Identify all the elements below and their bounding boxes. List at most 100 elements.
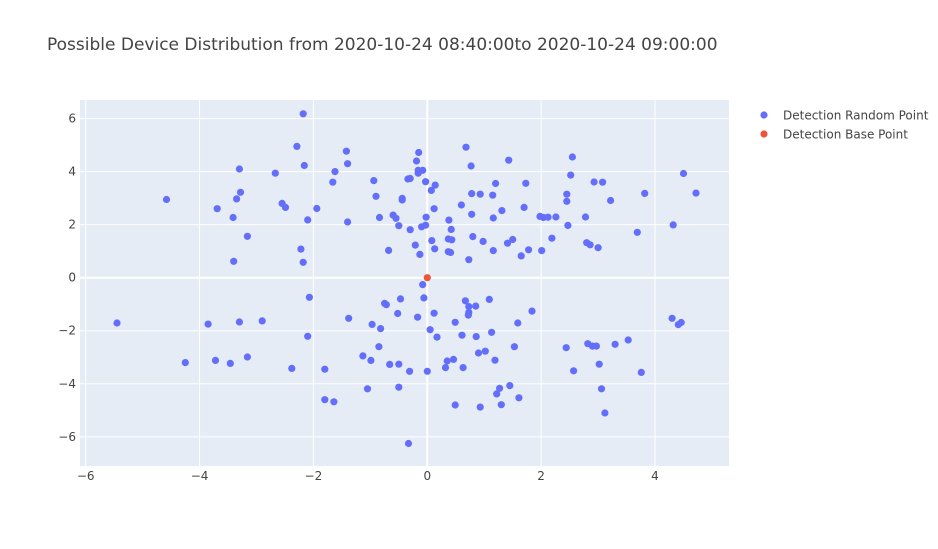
random-point[interactable] — [181, 359, 189, 367]
random-point[interactable] — [467, 162, 475, 170]
random-point[interactable] — [235, 165, 243, 173]
random-point[interactable] — [476, 190, 484, 198]
random-point[interactable] — [517, 252, 525, 260]
legend-item-random[interactable]: Detection Random Point — [760, 109, 929, 123]
base-point[interactable] — [423, 274, 431, 282]
random-point[interactable] — [281, 203, 290, 211]
random-point[interactable] — [563, 190, 571, 198]
random-point[interactable] — [204, 320, 212, 328]
random-point[interactable] — [406, 367, 414, 375]
random-point[interactable] — [479, 237, 487, 245]
random-point[interactable] — [692, 189, 700, 197]
random-point[interactable] — [411, 241, 419, 249]
random-point[interactable] — [431, 245, 439, 253]
random-point[interactable] — [586, 241, 594, 249]
random-point[interactable] — [420, 294, 428, 302]
random-point[interactable] — [505, 156, 513, 164]
random-point[interactable] — [377, 325, 385, 333]
random-point[interactable] — [396, 295, 405, 303]
random-point[interactable] — [468, 190, 476, 198]
random-point[interactable] — [430, 205, 438, 213]
random-point[interactable] — [330, 398, 338, 406]
random-point[interactable] — [472, 333, 480, 341]
random-point[interactable] — [488, 328, 496, 336]
random-point[interactable] — [525, 246, 533, 254]
random-point[interactable] — [419, 281, 427, 289]
random-point[interactable] — [552, 213, 560, 221]
random-point[interactable] — [637, 368, 645, 376]
random-point[interactable] — [398, 196, 406, 204]
series-base-point[interactable] — [423, 274, 431, 282]
random-point[interactable] — [474, 349, 483, 357]
random-point[interactable] — [562, 344, 570, 352]
random-point[interactable] — [489, 191, 497, 199]
random-point[interactable] — [563, 197, 571, 205]
random-point[interactable] — [458, 331, 466, 339]
legend-item-base[interactable]: Detection Base Point — [760, 128, 908, 142]
random-point[interactable] — [679, 169, 688, 178]
random-point[interactable] — [485, 295, 493, 303]
random-point[interactable] — [395, 360, 403, 368]
random-point[interactable] — [496, 384, 504, 392]
random-point[interactable] — [382, 301, 390, 309]
random-point[interactable] — [510, 343, 518, 351]
random-point[interactable] — [445, 216, 453, 224]
random-point[interactable] — [243, 353, 251, 361]
random-point[interactable] — [300, 161, 308, 170]
random-point[interactable] — [229, 213, 237, 222]
random-point[interactable] — [592, 342, 601, 350]
random-point[interactable] — [544, 213, 552, 221]
random-point[interactable] — [345, 314, 353, 322]
random-point[interactable] — [564, 221, 572, 229]
random-point[interactable] — [459, 364, 467, 372]
random-point[interactable] — [113, 319, 121, 327]
random-point[interactable] — [416, 250, 424, 258]
random-point[interactable] — [624, 336, 632, 344]
random-point[interactable] — [385, 246, 393, 254]
random-point[interactable] — [491, 356, 499, 364]
random-point[interactable] — [601, 409, 609, 417]
random-point[interactable] — [412, 157, 421, 165]
random-point[interactable] — [570, 367, 578, 375]
random-point[interactable] — [375, 213, 384, 222]
random-point[interactable] — [476, 403, 484, 411]
random-point[interactable] — [344, 218, 352, 226]
random-point[interactable] — [441, 364, 450, 372]
random-point[interactable] — [489, 247, 497, 255]
random-point[interactable] — [359, 352, 367, 360]
random-point[interactable] — [414, 313, 422, 321]
random-point[interactable] — [447, 225, 455, 233]
random-point[interactable] — [258, 317, 266, 325]
random-point[interactable] — [321, 396, 329, 404]
random-point[interactable] — [299, 110, 307, 118]
random-point[interactable] — [331, 168, 339, 176]
random-point[interactable] — [233, 195, 241, 203]
random-point[interactable] — [451, 318, 459, 326]
random-point[interactable] — [611, 340, 619, 348]
random-point[interactable] — [271, 169, 279, 177]
random-point[interactable] — [368, 320, 376, 328]
random-point[interactable] — [590, 178, 598, 186]
random-point[interactable] — [226, 359, 234, 367]
random-point[interactable] — [370, 177, 378, 185]
random-point[interactable] — [372, 192, 380, 200]
random-point[interactable] — [394, 309, 402, 318]
random-point[interactable] — [342, 147, 350, 155]
random-point[interactable] — [297, 245, 305, 253]
random-point[interactable] — [594, 244, 602, 252]
random-point[interactable] — [599, 178, 607, 186]
random-point[interactable] — [468, 210, 476, 218]
random-point[interactable] — [304, 332, 312, 340]
random-point[interactable] — [344, 160, 352, 168]
random-point[interactable] — [520, 203, 528, 211]
random-point[interactable] — [447, 248, 455, 257]
random-point[interactable] — [211, 356, 220, 364]
random-point[interactable] — [392, 214, 400, 222]
random-point[interactable] — [433, 333, 441, 341]
random-point[interactable] — [427, 186, 435, 194]
random-point[interactable] — [235, 318, 243, 326]
random-point[interactable] — [457, 201, 465, 209]
random-point[interactable] — [597, 385, 606, 393]
random-point[interactable] — [406, 174, 414, 183]
random-point[interactable] — [329, 178, 337, 186]
